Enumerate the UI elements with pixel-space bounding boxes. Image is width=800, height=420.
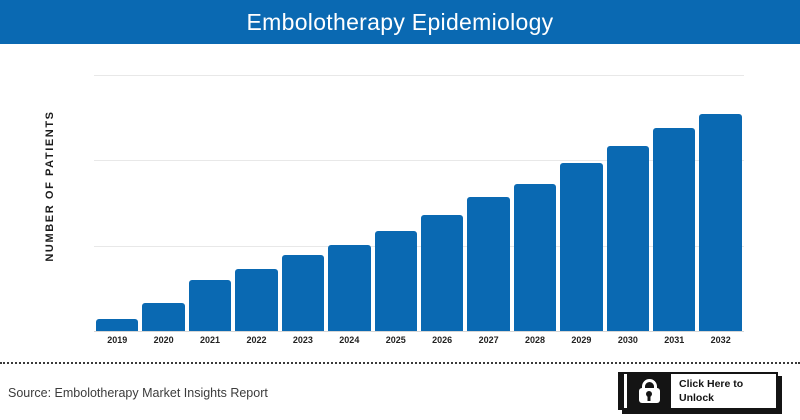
bar-2025: [374, 231, 417, 331]
header-bar: Embolotherapy Epidemiology: [0, 0, 800, 44]
bar-2021: [188, 280, 232, 331]
x-tick-label: 2028: [524, 335, 546, 345]
plot-area: [94, 75, 744, 332]
x-tick-label: 2025: [385, 335, 406, 345]
x-tick-label: 2023: [292, 335, 313, 345]
bar-2029: [560, 163, 603, 331]
unlock-button[interactable]: Click Here to Unlock: [618, 372, 778, 410]
x-labels-row: 2019 2020 2021 2022 2023 2024 2025 2026 2027 2028…: [94, 335, 744, 345]
bar-2019: [96, 319, 139, 331]
bar-2031: [653, 128, 696, 331]
bar-2027: [467, 197, 510, 331]
epidemiology-chart: NUMBER OF PATIENTS 2019 2020 2021 2022 2023 2…: [0, 44, 800, 362]
x-tick-label: 2026: [432, 335, 453, 345]
page-title: Embolotherapy Epidemiology: [246, 8, 554, 35]
x-tick-label: 2032: [710, 335, 731, 345]
dotted-divider: [0, 362, 800, 364]
bar-2026: [420, 215, 464, 331]
button-accent-stripe: [620, 374, 624, 408]
x-tick-label: 2031: [664, 335, 685, 345]
x-tick-label: 2021: [200, 335, 221, 345]
gridline: [94, 160, 744, 162]
x-tick-label: 2024: [339, 335, 360, 345]
gridline: [94, 75, 744, 76]
lock-panel: [627, 374, 671, 408]
y-axis-label: NUMBER OF PATIENTS: [44, 110, 56, 262]
bars-row: [94, 74, 744, 331]
gridline: [94, 245, 744, 247]
bar-2022: [235, 269, 278, 331]
bar-2028: [513, 184, 557, 331]
x-tick-label: 2022: [246, 335, 267, 345]
lock-icon: [638, 379, 660, 403]
bar-2030: [606, 146, 650, 331]
unlock-button-label: Click Here to Unlock: [679, 377, 744, 404]
bar-2032: [699, 114, 742, 331]
x-tick-label: 2019: [107, 335, 128, 345]
x-tick-label: 2030: [617, 335, 638, 345]
x-tick-label: 2029: [571, 335, 592, 345]
bar-2023: [281, 255, 325, 331]
x-tick-label: 2020: [153, 335, 174, 345]
bar-2020: [142, 303, 185, 331]
source-text: Source: Embolotherapy Market Insights Re…: [8, 386, 268, 400]
bar-2024: [328, 245, 371, 331]
x-tick-label: 2027: [478, 335, 499, 345]
